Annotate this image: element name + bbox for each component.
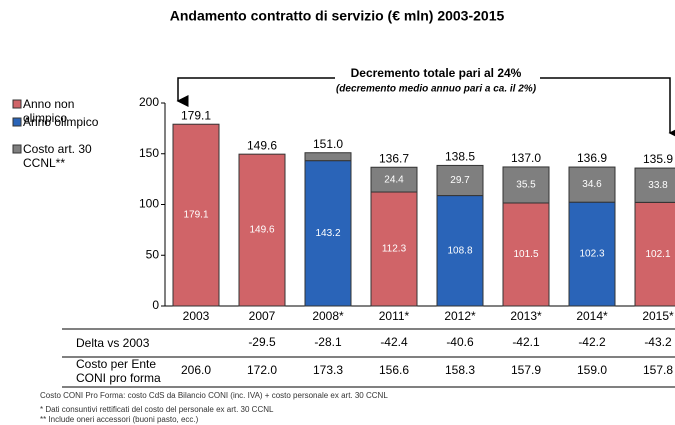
y-tick-label: 150 [139, 146, 159, 160]
table-cell: -40.6 [446, 335, 474, 349]
x-tick-label: 2014* [576, 309, 608, 323]
value-label: 34.6 [582, 179, 602, 190]
y-tick-label: 0 [152, 298, 159, 312]
legend-label: Anno non olimpico [23, 97, 75, 125]
bar-segment [370, 166, 418, 193]
row-label: Costo per Ente CONI pro forma [76, 357, 161, 385]
annotation-sub: (decremento medio annuo pari a ca. il 2%… [336, 84, 537, 95]
bar-segment [436, 164, 484, 197]
table-cell: 206.0 [181, 363, 211, 377]
bar-segment [568, 201, 616, 307]
value-label: 101.5 [513, 249, 538, 260]
table-cell: 172.0 [247, 363, 277, 377]
legend-swatch [12, 144, 22, 154]
value-label: 102.3 [579, 249, 604, 260]
arrow [176, 77, 335, 107]
value-label: 35.5 [516, 180, 536, 191]
table-cell: -42.2 [578, 335, 606, 349]
legend-swatch [12, 99, 22, 109]
bar-segment [172, 123, 220, 307]
table-cell: -42.4 [380, 335, 408, 349]
table-cell: -29.5 [248, 335, 276, 349]
value-label: 149.6 [249, 225, 274, 236]
bar-segment [304, 152, 352, 162]
bar-segment [370, 191, 418, 307]
x-tick-label: 2008* [312, 309, 344, 323]
bar-segment [502, 166, 550, 204]
value-label: 102.1 [645, 249, 670, 260]
y-tick-label: 100 [139, 197, 159, 211]
total-label: 137.0 [511, 151, 541, 165]
total-label: 149.6 [247, 138, 277, 152]
footnote: * Dati consuntivi rettificati del costo … [40, 405, 274, 414]
value-label: 143.2 [315, 228, 340, 239]
table-cell: 173.3 [313, 363, 343, 377]
total-label: 136.7 [379, 151, 409, 165]
x-tick-label: 2011* [379, 309, 410, 323]
total-label: 179.1 [181, 108, 211, 122]
legend-label: Costo art. 30 CCNL** [23, 142, 92, 170]
value-label: 112.3 [382, 244, 407, 255]
bar-segment [304, 160, 352, 307]
total-label: 135.9 [643, 152, 673, 166]
row-label: Delta vs 2003 [76, 336, 150, 350]
legend-swatch [12, 117, 22, 127]
table-cell: -43.2 [644, 335, 672, 349]
x-tick-label: 2015* [642, 309, 674, 323]
total-label: 151.0 [313, 137, 343, 151]
y-tick-label: 50 [146, 247, 160, 261]
total-label: 136.9 [577, 151, 607, 165]
footnote: ** Include oneri accessori (buoni pasto,… [40, 415, 199, 424]
table-cell: 157.8 [643, 363, 673, 377]
value-label: 29.7 [450, 175, 470, 186]
arrow [540, 77, 675, 139]
value-label: 179.1 [183, 210, 208, 221]
x-tick-label: 2012* [444, 309, 476, 323]
x-tick-label: 2003 [183, 309, 210, 323]
bar-segment [502, 202, 550, 307]
legend-label: Anno olimpico [23, 115, 99, 129]
footnote: Costo CONI Pro Forma: costo CdS da Bilan… [40, 391, 388, 400]
annotation: Decremento totale pari al 24% [351, 66, 522, 80]
x-tick-label: 2013* [510, 309, 542, 323]
bar-segment [568, 166, 616, 203]
table-cell: -42.1 [512, 335, 540, 349]
bar-segment [238, 153, 286, 307]
value-label: 24.4 [384, 174, 404, 185]
table-cell: -28.1 [314, 335, 342, 349]
bar-segment [634, 201, 675, 307]
table-cell: 159.0 [577, 363, 607, 377]
value-label: 108.8 [447, 245, 472, 256]
value-label: 33.8 [648, 180, 668, 191]
chart-title: Andamento contratto di servizio (€ mln) … [170, 8, 505, 24]
x-tick-label: 2007 [249, 309, 276, 323]
bar-segment [634, 167, 675, 203]
table-cell: 156.6 [379, 363, 409, 377]
table-cell: 157.9 [511, 363, 541, 377]
y-tick-label: 200 [139, 95, 159, 109]
total-label: 138.5 [445, 150, 475, 164]
bar-segment [436, 195, 484, 307]
table-cell: 158.3 [445, 363, 475, 377]
